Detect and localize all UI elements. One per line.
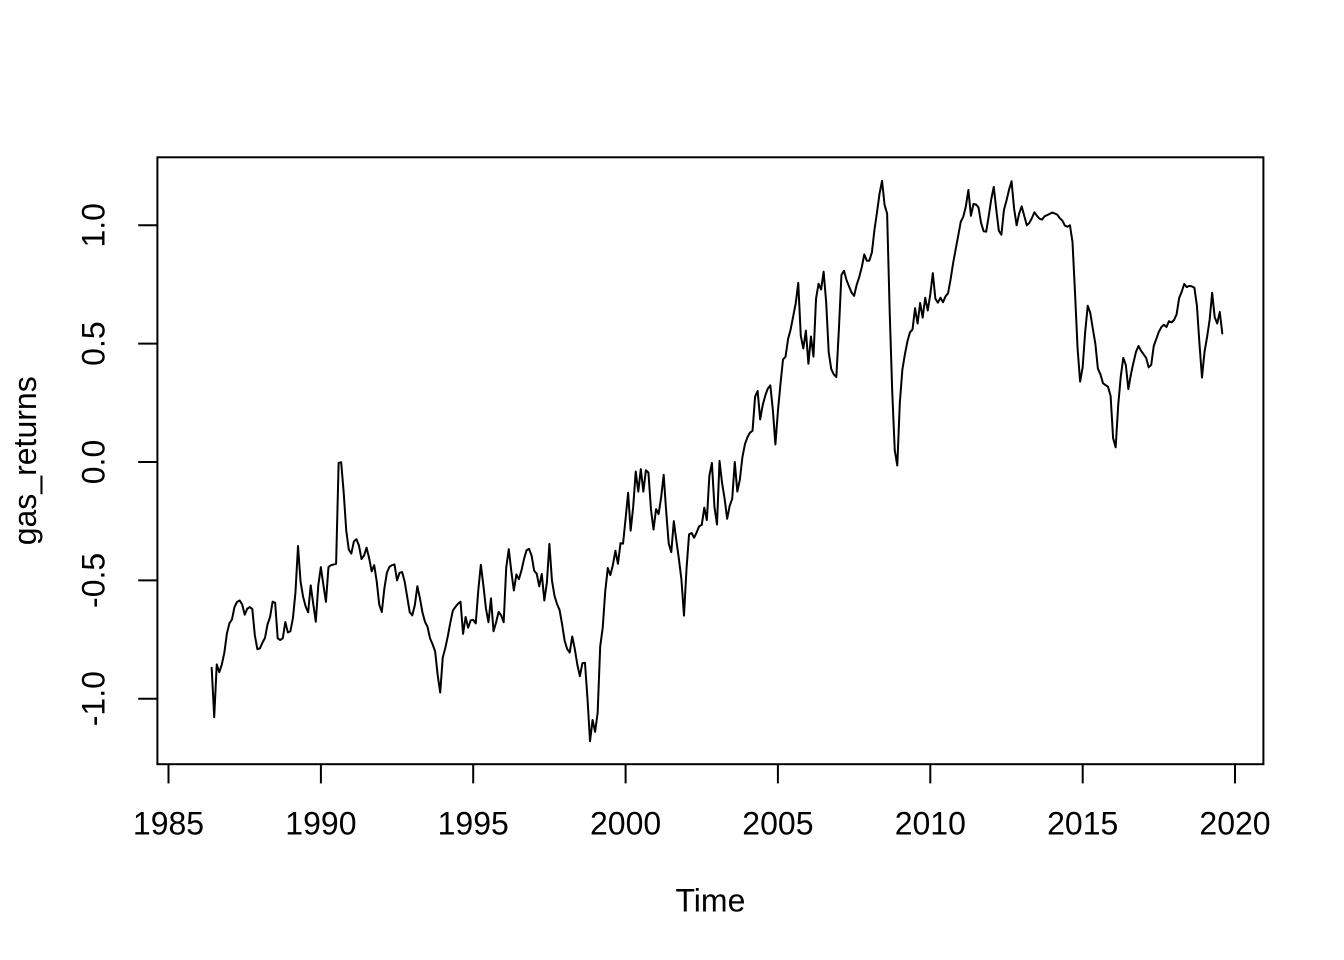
svg-text:1.0: 1.0	[76, 203, 112, 247]
svg-text:0.0: 0.0	[76, 440, 112, 484]
svg-text:2010: 2010	[895, 806, 966, 842]
svg-text:-1.0: -1.0	[76, 671, 112, 726]
svg-text:2000: 2000	[590, 806, 661, 842]
svg-text:1985: 1985	[133, 806, 204, 842]
svg-text:2015: 2015	[1047, 806, 1118, 842]
svg-text:2020: 2020	[1199, 806, 1270, 842]
svg-text:0.5: 0.5	[76, 321, 112, 365]
svg-text:1995: 1995	[438, 806, 509, 842]
svg-text:2005: 2005	[742, 806, 813, 842]
svg-text:gas_returns: gas_returns	[7, 376, 43, 545]
svg-text:Time: Time	[675, 882, 745, 918]
svg-text:1990: 1990	[285, 806, 356, 842]
svg-text:-0.5: -0.5	[76, 553, 112, 608]
